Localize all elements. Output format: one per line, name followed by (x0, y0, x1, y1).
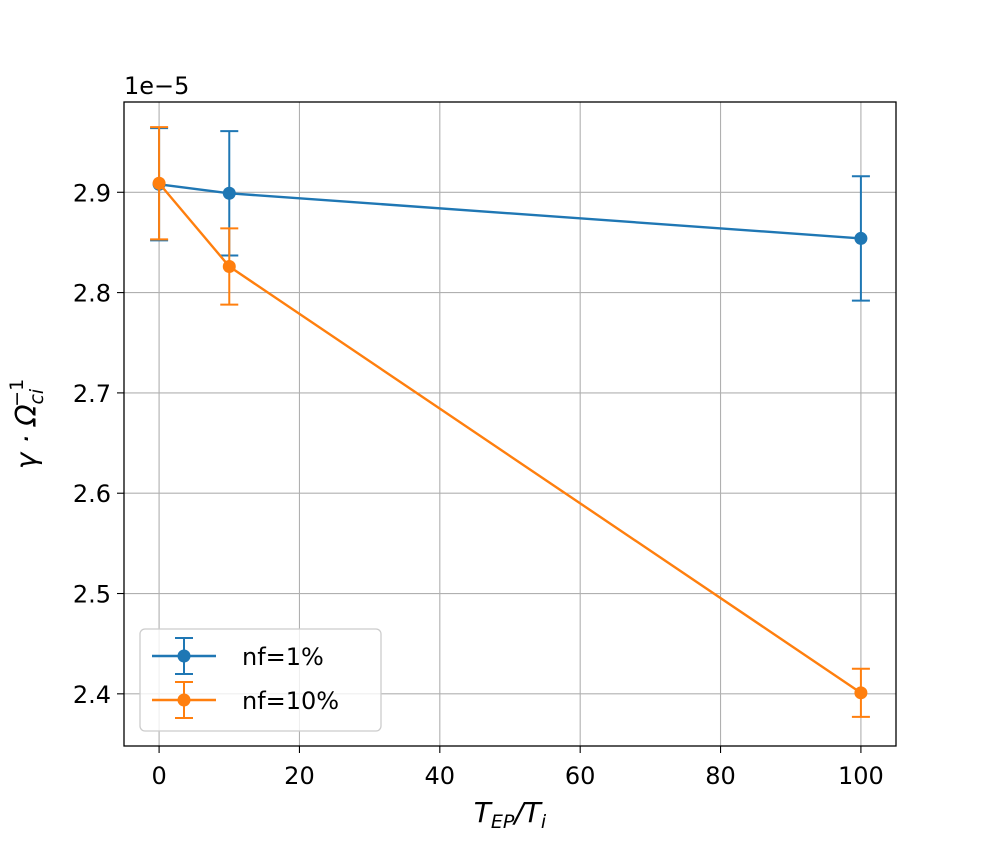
legend-box (139, 628, 382, 732)
y-tick-label: 2.5 (73, 581, 111, 609)
y-axis-title-main: γ · Ω (10, 404, 43, 469)
series-1 (150, 127, 870, 302)
x-axis-title-sub: EP (491, 811, 515, 833)
y-axis-title-sup: −1 (6, 379, 28, 407)
data-point (222, 186, 236, 200)
legend-marker (177, 693, 191, 707)
legend-entries: nf=1% nf=10% (152, 637, 339, 719)
x-tick-label: 80 (705, 762, 736, 790)
y-axis-title: γ · Ωci−1 (6, 379, 48, 469)
series-layer (150, 126, 870, 718)
x-axis-title-mid: /T (511, 796, 542, 829)
legend-marker (177, 649, 191, 663)
series-line (158, 182, 862, 694)
x-axis-title: TEP/Ti (474, 796, 547, 833)
y-tick-label: 2.9 (73, 179, 111, 207)
x-axis-title-sub2: i (541, 811, 547, 833)
legend-entry: nf=1% (152, 637, 324, 675)
y-tick-label: 2.4 (73, 681, 111, 709)
x-tick-label: 0 (151, 762, 166, 790)
series-2 (150, 126, 870, 718)
y-tick-label: 2.7 (73, 380, 111, 408)
data-point (854, 686, 868, 700)
x-tick-label: 100 (838, 762, 884, 790)
y-tick-label: 2.6 (73, 480, 111, 508)
y-axis-title-sub: ci (26, 388, 48, 404)
plot-frame (123, 101, 897, 747)
x-tick-label: 60 (565, 762, 596, 790)
data-point (854, 231, 868, 245)
data-point (222, 260, 236, 274)
legend: nf=1% nf=10% (139, 628, 382, 732)
legend-entry: nf=10% (152, 681, 339, 719)
x-tick-label: 40 (425, 762, 456, 790)
legend-label: nf=10% (242, 687, 339, 715)
legend-label: nf=1% (242, 643, 324, 671)
x-tick-label: 20 (284, 762, 315, 790)
y-tick-label: 2.8 (73, 280, 111, 308)
axis-ticks: 0 20 40 60 80 100 2.4 2.5 2.6 2.7 2.8 2.9 (73, 179, 884, 790)
x-axis-title-main: T (474, 796, 493, 829)
data-point (152, 176, 166, 190)
y-offset-text: 1e−5 (124, 72, 189, 100)
